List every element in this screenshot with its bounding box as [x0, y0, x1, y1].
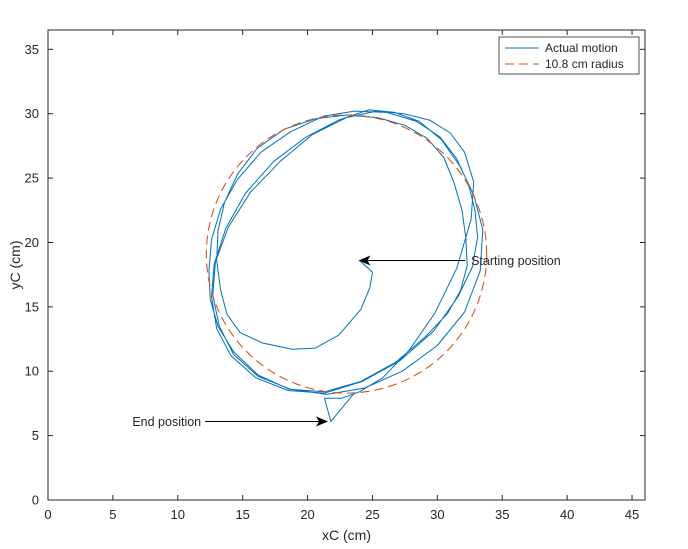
y-tick-label: 30 — [25, 106, 39, 121]
annotation-layer: Starting position End position — [132, 254, 560, 429]
x-axis-label: xC (cm) — [322, 527, 371, 543]
y-tick-label: 10 — [25, 364, 39, 379]
y-tick-label: 15 — [25, 299, 39, 314]
x-tick-label: 20 — [300, 507, 314, 522]
y-axis: 0 5 10 15 20 25 30 35 — [25, 42, 645, 508]
legend: Actual motion 10.8 cm radius — [498, 36, 640, 75]
x-tick-label: 0 — [44, 507, 51, 522]
series-layer — [205, 109, 488, 423]
x-tick-label: 15 — [235, 507, 249, 522]
y-tick-label: 35 — [25, 42, 39, 57]
x-tick-label: 10 — [171, 507, 185, 522]
y-tick-label: 25 — [25, 171, 39, 186]
x-tick-label: 40 — [560, 507, 574, 522]
starting-position-label: Starting position — [471, 254, 561, 268]
legend-box — [498, 36, 640, 75]
plot-area: Starting position End position — [47, 29, 646, 501]
y-axis-label: yC (cm) — [7, 241, 23, 290]
x-tick-label: 5 — [109, 507, 116, 522]
series-actual-motion-line — [208, 109, 484, 399]
legend-entry-radius: 10.8 cm radius — [545, 57, 624, 71]
x-tick-label: 30 — [430, 507, 444, 522]
series-actual-motion-end — [323, 392, 355, 423]
x-axis: 0 5 10 15 20 25 30 35 40 45 — [44, 30, 639, 522]
y-tick-label: 0 — [32, 493, 39, 508]
y-tick-label: 5 — [32, 428, 39, 443]
x-tick-label: 25 — [365, 507, 379, 522]
axes-box — [47, 29, 646, 501]
series-radius-circle — [205, 114, 488, 394]
legend-entry-actual-motion: Actual motion — [545, 41, 618, 55]
y-tick-label: 20 — [25, 235, 39, 250]
x-tick-label: 45 — [625, 507, 639, 522]
x-tick-label: 35 — [495, 507, 509, 522]
end-position-label: End position — [132, 415, 201, 429]
